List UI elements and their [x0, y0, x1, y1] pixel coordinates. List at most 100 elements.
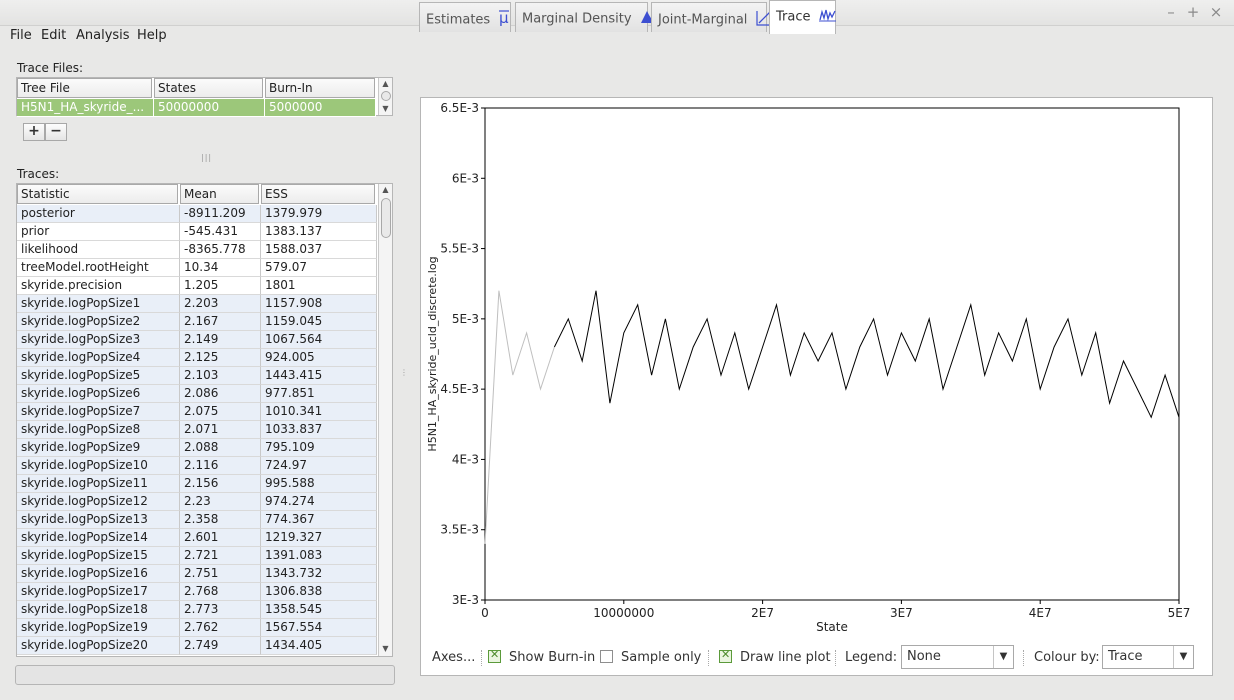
- table-row[interactable]: skyride.logPopSize12 2.23 974.274: [17, 493, 377, 511]
- table-row[interactable]: skyride.logPopSize18 2.773 1358.545: [17, 601, 377, 619]
- scroll-thumb[interactable]: [381, 198, 391, 238]
- tab-label: Trace: [776, 9, 811, 25]
- scroll-up-icon[interactable]: ▲: [382, 79, 389, 88]
- cell-ess: 974.274: [261, 493, 377, 511]
- menu-file[interactable]: File: [10, 28, 32, 43]
- add-file-button[interactable]: +: [23, 123, 45, 141]
- draw-line-checkbox[interactable]: [719, 648, 732, 663]
- table-row[interactable]: skyride.logPopSize7 2.075 1010.341: [17, 403, 377, 421]
- chevron-down-icon: ▼: [993, 646, 1013, 668]
- separator: [835, 650, 836, 666]
- separator: [1023, 650, 1024, 666]
- cell-ess: 1219.327: [261, 529, 377, 547]
- colour-select[interactable]: Trace ▼: [1102, 645, 1194, 669]
- table-row[interactable]: skyride.logPopSize9 2.088 795.109: [17, 439, 377, 457]
- table-row[interactable]: skyride.logPopSize17 2.768 1306.838: [17, 583, 377, 601]
- table-row[interactable]: skyride.precision 1.205 1801: [17, 277, 377, 295]
- cell-statistic: skyride.logPopSize18: [17, 601, 180, 619]
- table-row[interactable]: likelihood -8365.778 1588.037: [17, 241, 377, 259]
- cell-ess: 1033.837: [261, 421, 377, 439]
- cell-ess: 1391.083: [261, 547, 377, 565]
- tab-trace[interactable]: Trace: [769, 0, 836, 34]
- tab-joint-marginal[interactable]: Joint-Marginal: [651, 2, 771, 32]
- tab-label: Estimates: [426, 12, 491, 28]
- cell-mean: 2.773: [180, 601, 261, 619]
- cell-mean: 2.103: [180, 367, 261, 385]
- tab-marginal-density[interactable]: Marginal Density: [515, 2, 654, 32]
- col-statistic[interactable]: Statistic: [17, 184, 178, 204]
- table-row[interactable]: skyride.logPopSize14 2.601 1219.327: [17, 529, 377, 547]
- menu-analysis[interactable]: Analysis: [76, 28, 130, 43]
- sample-only-label: Sample only: [621, 650, 702, 665]
- table-row[interactable]: skyride.logPopSize4 2.125 924.005: [17, 349, 377, 367]
- scroll-up-icon[interactable]: ▲: [382, 185, 389, 194]
- axes-button[interactable]: Axes...: [432, 650, 476, 665]
- table-row[interactable]: skyride.logPopSize2 2.167 1159.045: [17, 313, 377, 331]
- cell-mean: -545.431: [180, 223, 261, 241]
- minimize-icon[interactable]: –: [1167, 3, 1175, 21]
- table-row[interactable]: skyride.logPopSize20 2.749 1434.405: [17, 637, 377, 655]
- cell-statistic: skyride.logPopSize4: [17, 349, 180, 367]
- remove-file-button[interactable]: −: [45, 123, 67, 141]
- trace-files-table: Tree File States Burn-In H5N1_HA_skyride…: [16, 77, 393, 117]
- table-row[interactable]: skyride.logPopSize6 2.086 977.851: [17, 385, 377, 403]
- x-tick-label: 4E7: [1029, 606, 1052, 620]
- progress-bar: [15, 665, 395, 685]
- col-tree-file[interactable]: Tree File: [17, 78, 152, 98]
- show-burnin-checkbox[interactable]: [488, 648, 501, 663]
- table-row[interactable]: skyride.logPopSize10 2.116 724.97: [17, 457, 377, 475]
- table-row[interactable]: skyride.logPopSize5 2.103 1443.415: [17, 367, 377, 385]
- trace-chart[interactable]: 3E-3 3.5E-3 4E-3 4.5E-3 5E-3 5.5E-3 6E-3 6.5E-3…: [421, 98, 1212, 643]
- trace-files-scrollbar[interactable]: ▲ ▼: [378, 78, 392, 115]
- tab-label: Marginal Density: [522, 11, 632, 27]
- table-row[interactable]: skyride.logPopSize1 2.203 1157.908: [17, 295, 377, 313]
- col-ess[interactable]: ESS: [261, 184, 375, 204]
- col-burn-in[interactable]: Burn-In: [265, 78, 375, 98]
- table-row[interactable]: skyride.logPopSize11 2.156 995.588: [17, 475, 377, 493]
- scroll-down-icon[interactable]: ▼: [382, 644, 389, 653]
- table-row[interactable]: prior -545.431 1383.137: [17, 223, 377, 241]
- scroll-thumb[interactable]: [381, 91, 391, 101]
- sample-only-checkbox[interactable]: [600, 650, 613, 663]
- cell-statistic: skyride.logPopSize5: [17, 367, 180, 385]
- cell-statistic: skyride.logPopSize7: [17, 403, 180, 421]
- splitter-grip-icon[interactable]: ⋮: [400, 368, 408, 377]
- col-mean[interactable]: Mean: [180, 184, 259, 204]
- close-icon[interactable]: ×: [1209, 3, 1223, 21]
- trace-files-header: Tree File States Burn-In: [17, 78, 377, 98]
- scroll-down-icon[interactable]: ▼: [382, 104, 389, 113]
- cell-statistic: skyride.logPopSize15: [17, 547, 180, 565]
- table-row[interactable]: skyride.logPopSize8 2.071 1033.837: [17, 421, 377, 439]
- cell-mean: 2.749: [180, 637, 261, 655]
- table-row[interactable]: treeModel.rootHeight 10.34 579.07: [17, 259, 377, 277]
- col-states[interactable]: States: [154, 78, 263, 98]
- maximize-icon[interactable]: +: [1186, 3, 1200, 21]
- table-row[interactable]: skyride.logPopSize3 2.149 1067.564: [17, 331, 377, 349]
- cell-mean: 2.751: [180, 565, 261, 583]
- cell-states: 50000000: [154, 99, 265, 117]
- trace-file-row[interactable]: H5N1_HA_skyride_... 50000000 5000000: [17, 99, 376, 117]
- tab-estimates[interactable]: Estimates μ: [419, 2, 511, 32]
- cell-statistic: skyride.precision: [17, 277, 180, 295]
- table-row[interactable]: skyride.logPopSize19 2.762 1567.554: [17, 619, 377, 637]
- table-row[interactable]: skyride.logPopSize16 2.751 1343.732: [17, 565, 377, 583]
- y-tick-label: 3.5E-3: [440, 523, 479, 537]
- cell-ess: 795.109: [261, 439, 377, 457]
- menu-help[interactable]: Help: [137, 28, 167, 43]
- cell-mean: 2.167: [180, 313, 261, 331]
- trace-series: [553, 290, 1180, 419]
- traces-scrollbar[interactable]: ▲ ▼: [378, 184, 392, 656]
- legend-select[interactable]: None ▼: [901, 645, 1014, 669]
- menu-edit[interactable]: Edit: [41, 28, 67, 43]
- legend-label: Legend:: [845, 650, 898, 665]
- table-row[interactable]: posterior -8911.209 1379.979: [17, 205, 377, 223]
- table-row[interactable]: skyride.logPopSize13 2.358 774.367: [17, 511, 377, 529]
- cell-ess: 1379.979: [261, 205, 377, 223]
- cell-mean: 2.768: [180, 583, 261, 601]
- splitter-grip-icon[interactable]: |||: [201, 153, 213, 162]
- cell-ess: 1358.545: [261, 601, 377, 619]
- cell-ess: 1067.564: [261, 331, 377, 349]
- table-row[interactable]: skyride.logPopSize15 2.721 1391.083: [17, 547, 377, 565]
- menu-bar: File Edit Analysis Help: [0, 26, 1234, 48]
- burn-in-series: [484, 290, 555, 544]
